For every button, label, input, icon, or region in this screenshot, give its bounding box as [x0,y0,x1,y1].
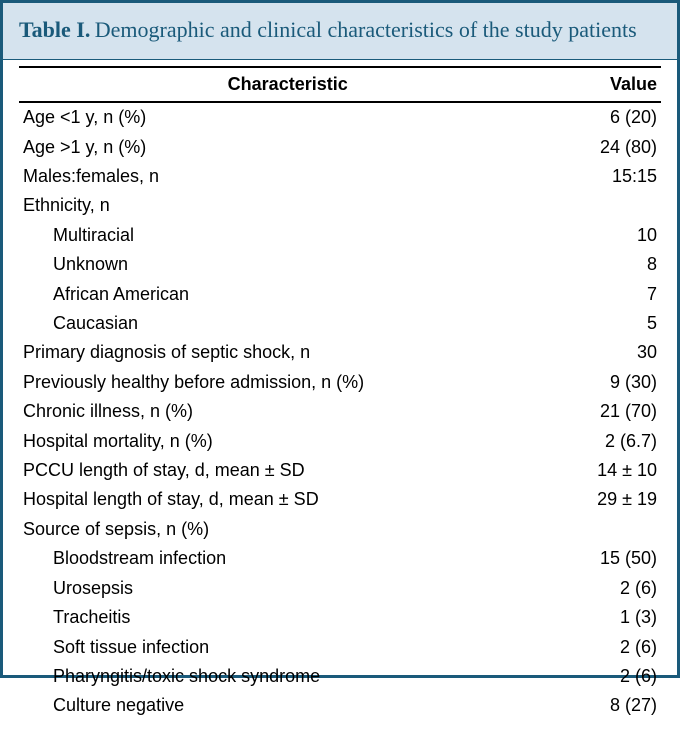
row-value: 2 (6.7) [556,426,661,455]
row-value: 15 (50) [556,544,661,573]
row-value [556,191,661,220]
table-row: Pharyngitis/toxic shock syndrome2 (6) [19,662,661,691]
table-row: African American7 [19,279,661,308]
table-row: Tracheitis1 (3) [19,603,661,632]
row-value: 14 ± 10 [556,456,661,485]
row-label: Unknown [19,250,556,279]
row-label: Source of sepsis, n (%) [19,515,556,544]
table-row: Source of sepsis, n (%) [19,515,661,544]
row-value: 6 (20) [556,102,661,132]
row-label: Hospital length of stay, d, mean ± SD [19,485,556,514]
col-header-characteristic: Characteristic [19,67,556,102]
row-label: Ethnicity, n [19,191,556,220]
demographics-table: Characteristic Value Age <1 y, n (%)6 (2… [19,66,661,721]
row-value: 1 (3) [556,603,661,632]
table-row: Hospital mortality, n (%)2 (6.7) [19,426,661,455]
row-label: Bloodstream infection [19,544,556,573]
table-content: Characteristic Value Age <1 y, n (%)6 (2… [3,60,677,731]
table-row: Urosepsis2 (6) [19,574,661,603]
row-value: 29 ± 19 [556,485,661,514]
row-label: Previously healthy before admission, n (… [19,368,556,397]
table-container: Table I. Demographic and clinical charac… [0,0,680,678]
table-caption-text: Demographic and clinical characteristics… [95,17,637,42]
table-row: Unknown8 [19,250,661,279]
row-label: Caucasian [19,309,556,338]
row-label: Primary diagnosis of septic shock, n [19,338,556,367]
row-label: Age >1 y, n (%) [19,132,556,161]
row-value: 2 (6) [556,632,661,661]
row-value: 5 [556,309,661,338]
row-value: 8 [556,250,661,279]
table-number: Table I. [19,17,90,42]
row-value: 8 (27) [556,691,661,720]
table-title-bar: Table I. Demographic and clinical charac… [3,3,677,60]
row-value: 10 [556,221,661,250]
table-row: Previously healthy before admission, n (… [19,368,661,397]
row-value: 7 [556,279,661,308]
table-row: Culture negative8 (27) [19,691,661,720]
row-value [556,515,661,544]
table-row: Ethnicity, n [19,191,661,220]
table-row: Age <1 y, n (%)6 (20) [19,102,661,132]
table-row: PCCU length of stay, d, mean ± SD14 ± 10 [19,456,661,485]
row-value: 30 [556,338,661,367]
row-label: Soft tissue infection [19,632,556,661]
table-row: Caucasian5 [19,309,661,338]
row-value: 21 (70) [556,397,661,426]
table-row: Bloodstream infection15 (50) [19,544,661,573]
table-row: Multiracial10 [19,221,661,250]
row-label: Hospital mortality, n (%) [19,426,556,455]
table-row: Age >1 y, n (%)24 (80) [19,132,661,161]
row-label: PCCU length of stay, d, mean ± SD [19,456,556,485]
row-label: Tracheitis [19,603,556,632]
row-value: 24 (80) [556,132,661,161]
col-header-value: Value [556,67,661,102]
row-value: 2 (6) [556,662,661,691]
row-label: Pharyngitis/toxic shock syndrome [19,662,556,691]
table-row: Hospital length of stay, d, mean ± SD29 … [19,485,661,514]
row-value: 9 (30) [556,368,661,397]
row-label: Multiracial [19,221,556,250]
row-label: Urosepsis [19,574,556,603]
row-label: Culture negative [19,691,556,720]
table-row: Chronic illness, n (%)21 (70) [19,397,661,426]
table-row: Primary diagnosis of septic shock, n30 [19,338,661,367]
table-row: Males:females, n15:15 [19,162,661,191]
row-label: Age <1 y, n (%) [19,102,556,132]
row-label: African American [19,279,556,308]
row-value: 15:15 [556,162,661,191]
row-label: Males:females, n [19,162,556,191]
row-value: 2 (6) [556,574,661,603]
table-row: Soft tissue infection2 (6) [19,632,661,661]
row-label: Chronic illness, n (%) [19,397,556,426]
table-body: Age <1 y, n (%)6 (20)Age >1 y, n (%)24 (… [19,102,661,721]
